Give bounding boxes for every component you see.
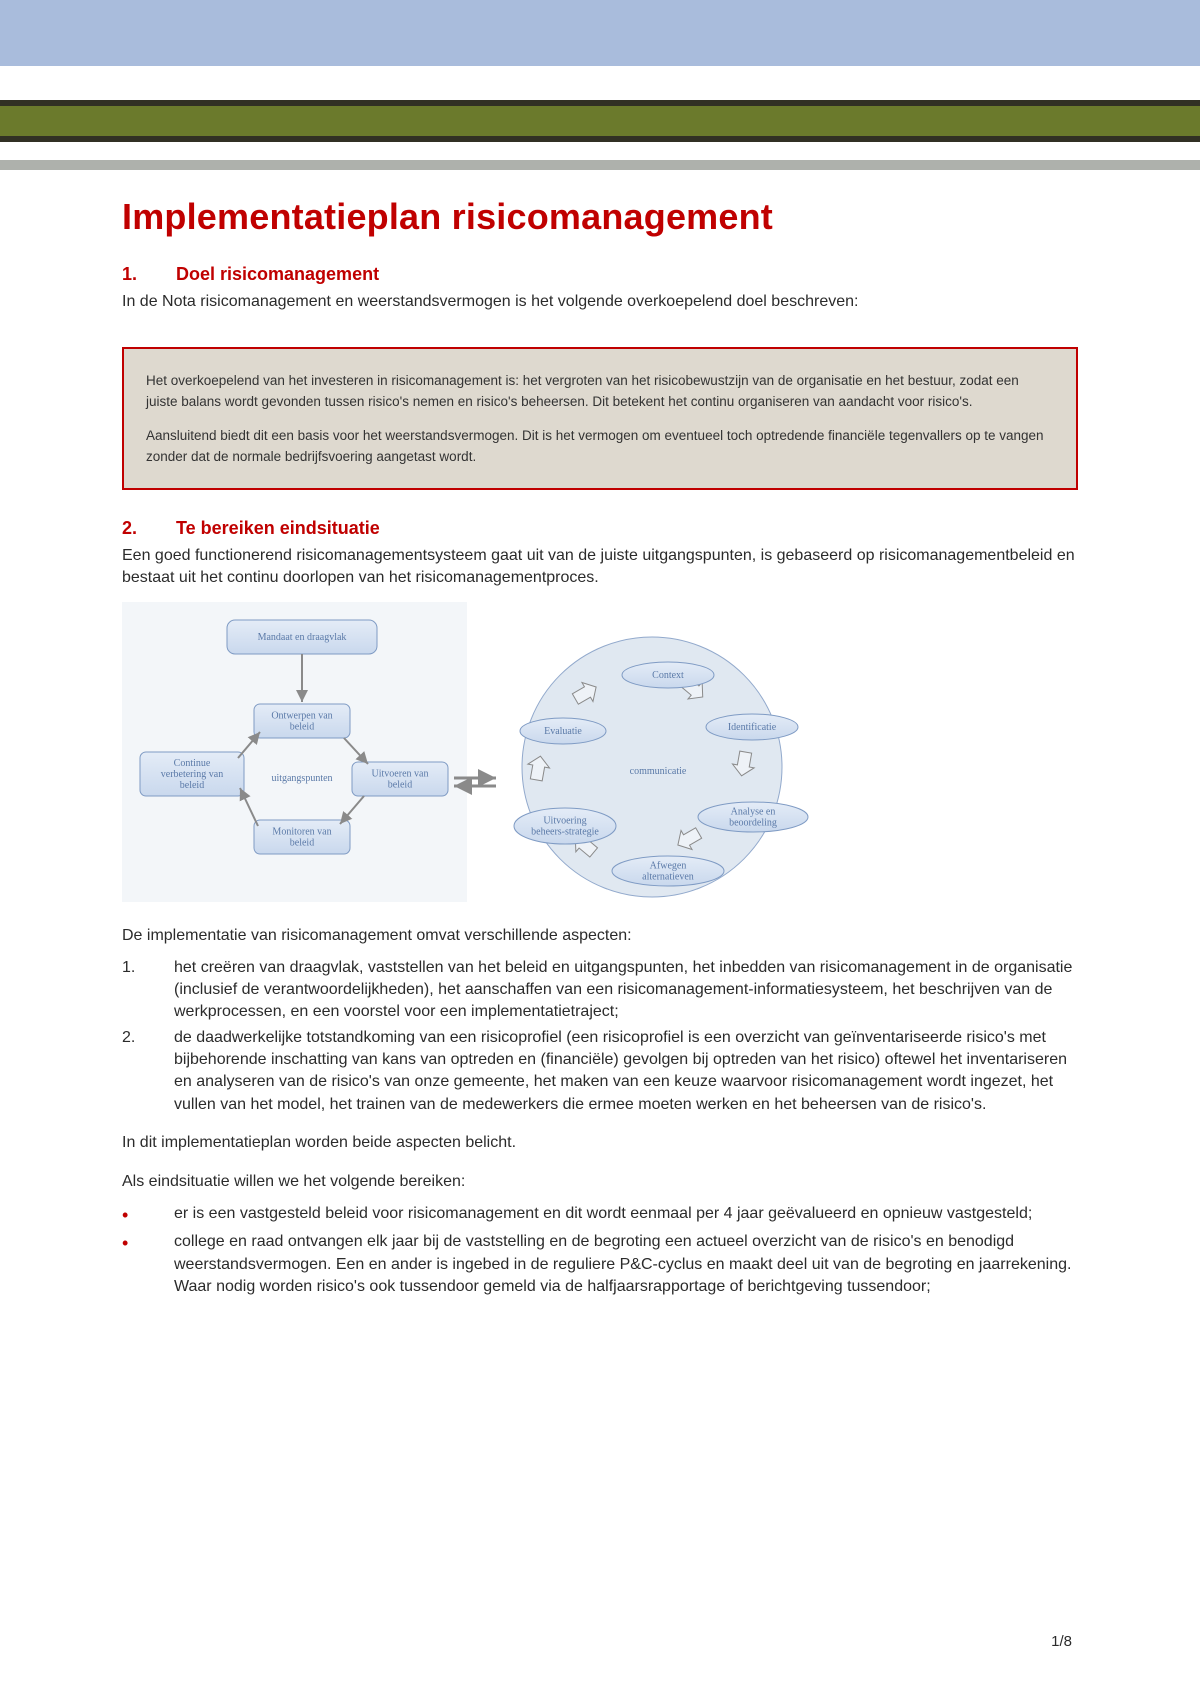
svg-text:Mandaat en draagvlak: Mandaat en draagvlak bbox=[258, 632, 347, 643]
svg-text:beheers-strategie: beheers-strategie bbox=[531, 827, 599, 838]
callout-paragraph-1: Het overkoepelend van het investeren in … bbox=[146, 371, 1054, 413]
page-number: 1/8 bbox=[1051, 1633, 1072, 1650]
svg-text:Context: Context bbox=[652, 670, 684, 681]
svg-text:Identificatie: Identificatie bbox=[728, 722, 777, 733]
svg-text:beleid: beleid bbox=[180, 780, 204, 791]
section-2-number: 2. bbox=[122, 518, 176, 539]
svg-text:beleid: beleid bbox=[290, 722, 314, 733]
svg-text:beleid: beleid bbox=[290, 838, 314, 849]
content-area: Implementatieplan risicomanagement 1.Doe… bbox=[122, 196, 1078, 1304]
section-1-number: 1. bbox=[122, 264, 176, 285]
section-1-heading: 1.Doel risicomanagement bbox=[122, 264, 1078, 285]
header-band-1 bbox=[0, 66, 1200, 100]
svg-text:Ontwerpen van: Ontwerpen van bbox=[271, 711, 332, 722]
header-bands bbox=[0, 0, 1200, 170]
list-number: 1. bbox=[122, 957, 174, 1023]
bullet-item: •college en raad ontvangen elk jaar bij … bbox=[122, 1231, 1078, 1298]
header-band-5 bbox=[0, 142, 1200, 160]
numbered-item: 1.het creëren van draagvlak, vaststellen… bbox=[122, 957, 1078, 1023]
svg-text:Analyse en: Analyse en bbox=[731, 807, 776, 818]
section-1-title: Doel risicomanagement bbox=[176, 264, 379, 284]
numbered-item: 2.de daadwerkelijke totstandkoming van e… bbox=[122, 1027, 1078, 1115]
mid-paragraph: In dit implementatieplan worden beide as… bbox=[122, 1132, 1078, 1154]
section-2-heading: 2.Te bereiken eindsituatie bbox=[122, 518, 1078, 539]
svg-text:Evaluatie: Evaluatie bbox=[544, 726, 582, 737]
callout-paragraph-2: Aansluitend biedt dit een basis voor het… bbox=[146, 426, 1054, 468]
callout-box: Het overkoepelend van het investeren in … bbox=[122, 347, 1078, 491]
section-1-intro: In de Nota risicomanagement en weerstand… bbox=[122, 291, 1078, 313]
bullet-list: •er is een vastgesteld beleid voor risic… bbox=[122, 1203, 1078, 1299]
page: Implementatieplan risicomanagement 1.Doe… bbox=[0, 0, 1200, 1696]
diagram-svg: Mandaat en draagvlakOntwerpen vanbeleidU… bbox=[122, 602, 812, 902]
list-text: de daadwerkelijke totstandkoming van een… bbox=[174, 1027, 1078, 1115]
svg-text:Monitoren van: Monitoren van bbox=[272, 827, 331, 838]
svg-text:beoordeling: beoordeling bbox=[729, 818, 777, 829]
svg-text:communicatie: communicatie bbox=[630, 766, 687, 777]
svg-text:Uitvoeren van: Uitvoeren van bbox=[372, 769, 429, 780]
svg-text:uitgangspunten: uitgangspunten bbox=[271, 773, 332, 784]
section-2-intro: Een goed functionerend risicomanagements… bbox=[122, 545, 1078, 588]
bullet-text: college en raad ontvangen elk jaar bij d… bbox=[174, 1231, 1078, 1298]
numbered-list: 1.het creëren van draagvlak, vaststellen… bbox=[122, 957, 1078, 1116]
bullets-intro: Als eindsituatie willen we het volgende … bbox=[122, 1171, 1078, 1193]
header-band-6 bbox=[0, 160, 1200, 170]
process-diagram: Mandaat en draagvlakOntwerpen vanbeleidU… bbox=[122, 602, 1078, 907]
svg-text:alternatieven: alternatieven bbox=[642, 872, 694, 883]
svg-text:Uitvoering: Uitvoering bbox=[543, 816, 586, 827]
header-band-3 bbox=[0, 106, 1200, 136]
page-title: Implementatieplan risicomanagement bbox=[122, 196, 1078, 238]
svg-text:Afwegen: Afwegen bbox=[650, 861, 687, 872]
list-number: 2. bbox=[122, 1027, 174, 1115]
svg-text:beleid: beleid bbox=[388, 780, 412, 791]
header-band-0 bbox=[0, 0, 1200, 66]
bullet-text: er is een vastgesteld beleid voor risico… bbox=[174, 1203, 1078, 1225]
section-2-title: Te bereiken eindsituatie bbox=[176, 518, 380, 538]
after-diagram-intro: De implementatie van risicomanagement om… bbox=[122, 925, 1078, 947]
bullet-dot-icon: • bbox=[122, 1231, 174, 1298]
svg-text:Continue: Continue bbox=[174, 758, 211, 769]
bullet-item: •er is een vastgesteld beleid voor risic… bbox=[122, 1203, 1078, 1225]
bullet-dot-icon: • bbox=[122, 1203, 174, 1225]
svg-text:verbetering van: verbetering van bbox=[161, 769, 223, 780]
list-text: het creëren van draagvlak, vaststellen v… bbox=[174, 957, 1078, 1023]
